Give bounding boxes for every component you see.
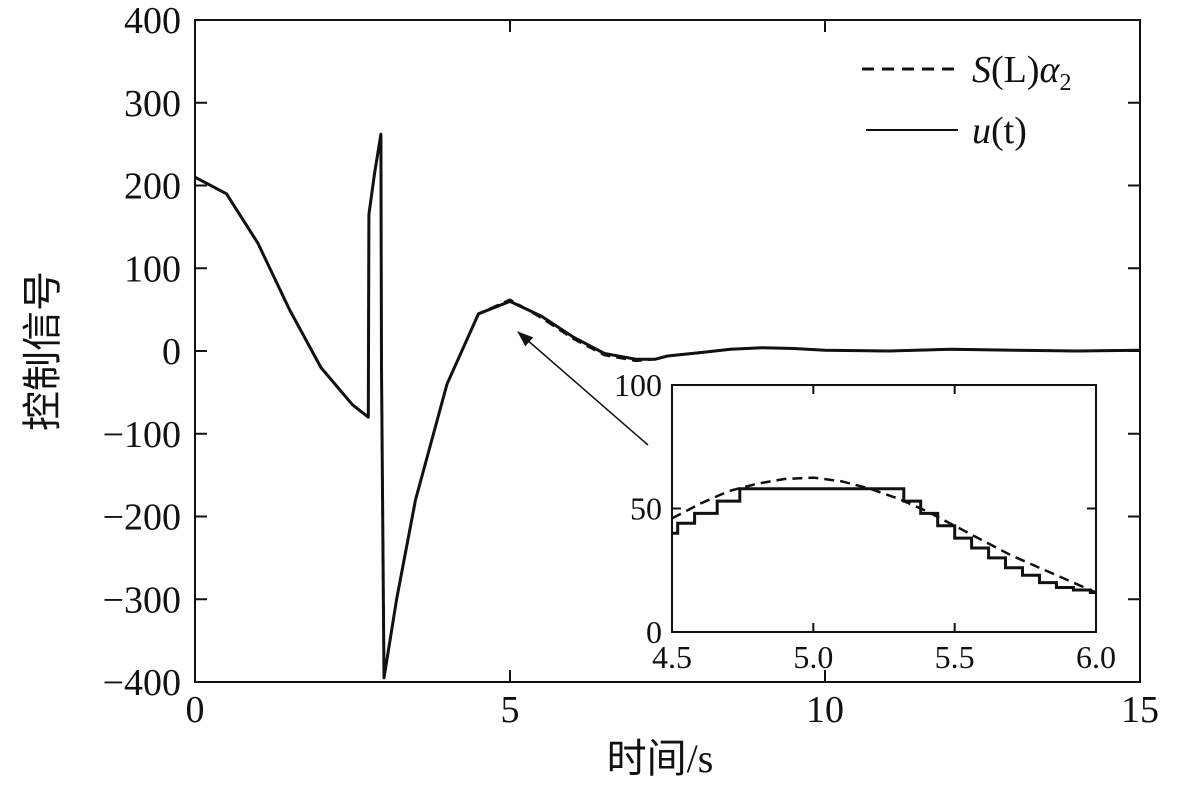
y-tick-label: −400 — [103, 662, 181, 704]
y-tick-label: −200 — [103, 497, 181, 539]
inset-y-tick-label: 50 — [630, 491, 662, 527]
inset-axis-ticks: 4.5 5.0 5.5 6.0 100 50 0 — [614, 367, 1116, 675]
legend-label-u: u(t) — [972, 110, 1027, 152]
inset-frame — [671, 384, 1097, 633]
x-axis-title: 时间/s — [607, 736, 714, 781]
main-series-group — [195, 132, 1140, 680]
inset-series-line-u — [672, 487, 1096, 594]
inset-x-tick-label: 6.0 — [1076, 639, 1116, 675]
x-tick-label: 0 — [186, 689, 205, 731]
legend-label-s-alpha: S(L)α2 — [972, 49, 1071, 96]
y-tick-label: 400 — [124, 0, 181, 42]
inset-plot: 4.5 5.0 5.5 6.0 100 50 0 — [614, 367, 1116, 675]
main-axis-ticks: 0 5 10 15 400 300 200 100 0 −100 −200 −300 −400 — [103, 0, 1159, 731]
y-tick-label: 0 — [162, 331, 181, 373]
y-tick-label: −100 — [103, 414, 181, 456]
x-tick-label: 5 — [501, 689, 520, 731]
inset-x-tick-label: 4.5 — [652, 639, 692, 675]
y-tick-label: 300 — [124, 83, 181, 125]
inset-y-tick-label: 100 — [614, 367, 662, 403]
y-tick-label: −300 — [103, 579, 181, 621]
inset-y-tick-label: 0 — [646, 614, 662, 650]
zoom-arrow — [517, 331, 649, 446]
y-axis-title: 控制信号 — [20, 271, 65, 431]
legend: S(L)α2 u(t) — [862, 49, 1071, 152]
inset-x-tick-label: 5.5 — [935, 639, 975, 675]
y-tick-label: 100 — [124, 248, 181, 290]
series-line-u — [195, 132, 1140, 680]
inset-x-tick-label: 5.0 — [793, 639, 833, 675]
x-tick-label: 10 — [806, 689, 844, 731]
inset-series-group — [672, 476, 1096, 594]
y-tick-label: 200 — [124, 166, 181, 208]
x-tick-label: 15 — [1121, 689, 1159, 731]
